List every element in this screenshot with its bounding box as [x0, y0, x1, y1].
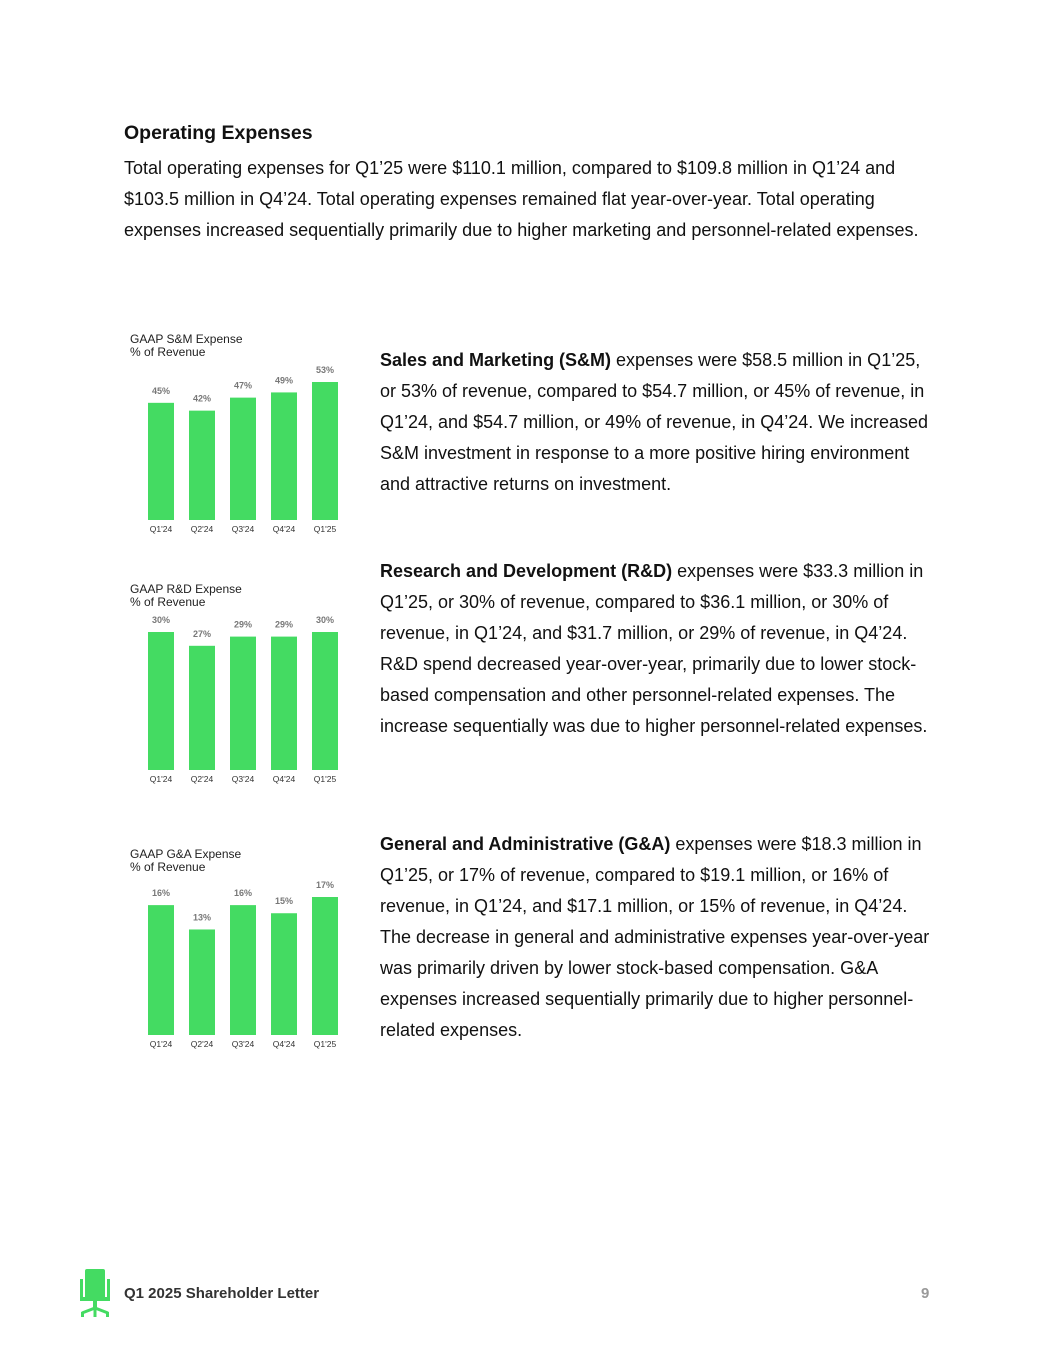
- chart-title: GAAP S&M Expense% of Revenue: [130, 332, 243, 359]
- data-label: 49%: [275, 375, 293, 385]
- x-tick-label: Q4'24: [273, 774, 296, 784]
- x-tick-label: Q3'24: [232, 1039, 255, 1049]
- page-number: 9: [921, 1285, 930, 1302]
- data-label: 16%: [152, 888, 170, 898]
- bar-Q2'24: [189, 410, 215, 520]
- intro-paragraph: Total operating expenses for Q1’25 were …: [124, 158, 919, 240]
- x-tick-label: Q1'24: [150, 524, 173, 534]
- bar-Q4'24: [271, 392, 297, 520]
- x-tick-label: Q2'24: [191, 1039, 214, 1049]
- bar-Q1'24: [148, 632, 174, 770]
- data-label: 15%: [275, 896, 293, 906]
- bar-Q1'25: [312, 897, 338, 1035]
- bar-chart: 16% Q1'24 13% Q2'24 16% Q3'24 15% Q4'24 17% Q1'25: [148, 880, 338, 1049]
- chart-title: GAAP G&A Expense% of Revenue: [130, 847, 242, 874]
- bar-chart: 45% Q1'24 42% Q2'24 47% Q3'24 49% Q4'24 53% Q1'25: [148, 365, 338, 534]
- x-tick-label: Q4'24: [273, 1039, 296, 1049]
- data-label: 17%: [316, 880, 334, 890]
- x-tick-label: Q2'24: [191, 774, 214, 784]
- bar-chart: 30% Q1'24 27% Q2'24 29% Q3'24 29% Q4'24 30% Q1'25: [148, 615, 338, 784]
- data-label: 47%: [234, 381, 252, 391]
- x-tick-label: Q2'24: [191, 524, 214, 534]
- bar-Q3'24: [230, 636, 256, 770]
- x-tick-label: Q1'25: [314, 774, 337, 784]
- data-label: 13%: [193, 912, 211, 922]
- x-tick-label: Q1'25: [314, 524, 337, 534]
- footer-title: Q1 2025 Shareholder Letter: [124, 1285, 320, 1302]
- data-label: 45%: [152, 386, 170, 396]
- data-label: 29%: [275, 620, 293, 630]
- bar-Q2'24: [189, 645, 215, 770]
- sm-expense-chart: GAAP S&M Expense% of Revenue 45% Q1'24 42%…: [124, 333, 354, 553]
- data-label: 16%: [234, 888, 252, 898]
- rd-paragraph: Research and Development (R&D) expenses …: [380, 561, 928, 736]
- data-label: 29%: [234, 620, 252, 630]
- data-label: 42%: [193, 394, 211, 404]
- rd-expense-chart: GAAP R&D Expense% of Revenue 30% Q1'24 27%…: [124, 583, 354, 803]
- bar-Q4'24: [271, 636, 297, 770]
- bar-Q2'24: [189, 929, 215, 1035]
- x-tick-label: Q1'24: [150, 1039, 173, 1049]
- x-tick-label: Q4'24: [273, 524, 296, 534]
- bar-Q1'24: [148, 402, 174, 520]
- sm-paragraph: Sales and Marketing (S&M) expenses were …: [380, 350, 928, 494]
- bar-Q3'24: [230, 397, 256, 520]
- chart-title: GAAP R&D Expense% of Revenue: [130, 582, 242, 609]
- bar-Q1'24: [148, 905, 174, 1035]
- x-tick-label: Q3'24: [232, 774, 255, 784]
- section-title: Operating Expenses: [124, 122, 313, 144]
- x-tick-label: Q1'25: [314, 1039, 337, 1049]
- bar-Q1'25: [312, 382, 338, 520]
- ga-paragraph: General and Administrative (G&A) expense…: [380, 834, 930, 1040]
- ga-expense-chart: GAAP G&A Expense% of Revenue 16% Q1'24 13%…: [124, 848, 354, 1068]
- x-tick-label: Q1'24: [150, 774, 173, 784]
- data-label: 27%: [193, 629, 211, 639]
- data-label: 30%: [152, 615, 170, 625]
- bar-Q4'24: [271, 913, 297, 1035]
- x-tick-label: Q3'24: [232, 524, 255, 534]
- bar-Q1'25: [312, 632, 338, 770]
- data-label: 30%: [316, 615, 334, 625]
- bar-Q3'24: [230, 905, 256, 1035]
- office-chair-icon: [80, 1269, 110, 1317]
- data-label: 53%: [316, 365, 334, 375]
